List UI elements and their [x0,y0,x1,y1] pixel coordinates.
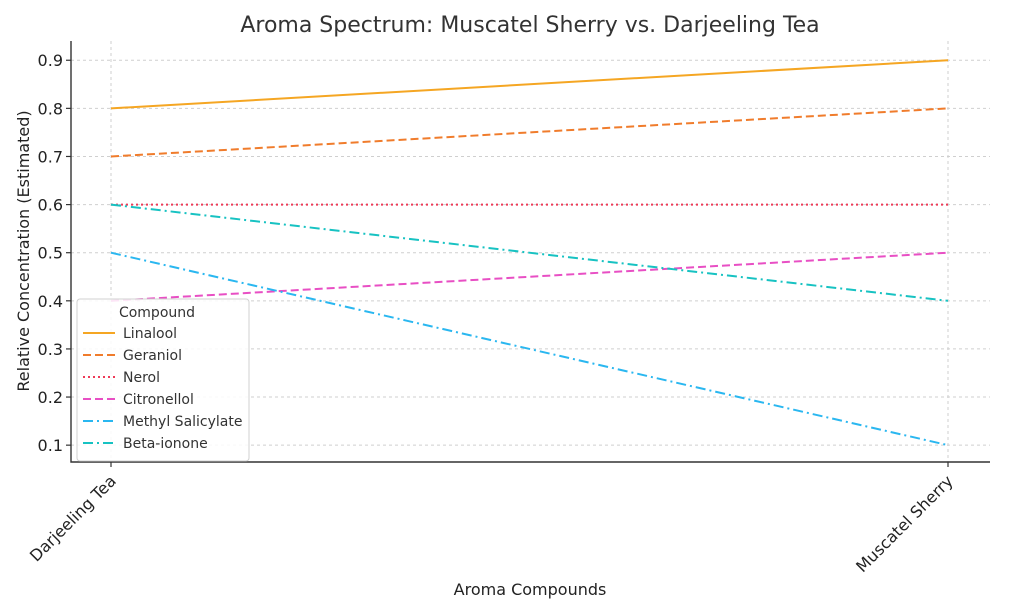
y-tick-label: 0.9 [38,51,63,70]
y-tick-label: 0.3 [38,340,63,359]
y-tick-label: 0.4 [38,292,63,311]
legend-label: Citronellol [123,392,194,408]
series-line-geraniol [110,107,949,158]
y-tick-label: 0.8 [38,99,63,118]
series-line-beta-ionone [110,203,949,302]
x-axis-label: Aroma Compounds [454,580,607,599]
legend-label: Beta-ionone [123,436,208,452]
chart-title: Aroma Spectrum: Muscatel Sherry vs. Darj… [240,13,819,38]
legend: Compound Linalool Geraniol Nerol Citronellol… [76,298,250,462]
series-line-citronellol [110,251,949,302]
x-tick-label: Darjeeling Tea [26,471,120,565]
series-line-methyl-salicylate [110,251,949,447]
y-tick-label: 0.5 [38,244,63,263]
legend-label: Linalool [123,326,177,342]
legend-label: Nerol [123,370,160,386]
x-ticks: Darjeeling Tea Muscatel Sherry [26,462,957,576]
axes [70,41,990,463]
y-axis-label: Relative Concentration (Estimated) [14,110,33,391]
y-ticks: 0.1 0.2 0.3 0.4 0.5 0.6 0.7 0.8 0.9 [38,51,71,455]
legend-label: Geraniol [123,348,182,364]
series-line-linalool [110,59,949,110]
y-tick-label: 0.1 [38,436,63,455]
legend-box [76,298,250,462]
y-tick-label: 0.7 [38,147,63,166]
y-tick-label: 0.6 [38,196,63,215]
legend-title: Compound [119,305,195,321]
legend-label: Methyl Salicylate [123,414,242,430]
y-tick-label: 0.2 [38,388,63,407]
axis-spines [70,41,990,463]
x-tick-label: Muscatel Sherry [852,471,957,576]
series-lines [110,59,949,447]
